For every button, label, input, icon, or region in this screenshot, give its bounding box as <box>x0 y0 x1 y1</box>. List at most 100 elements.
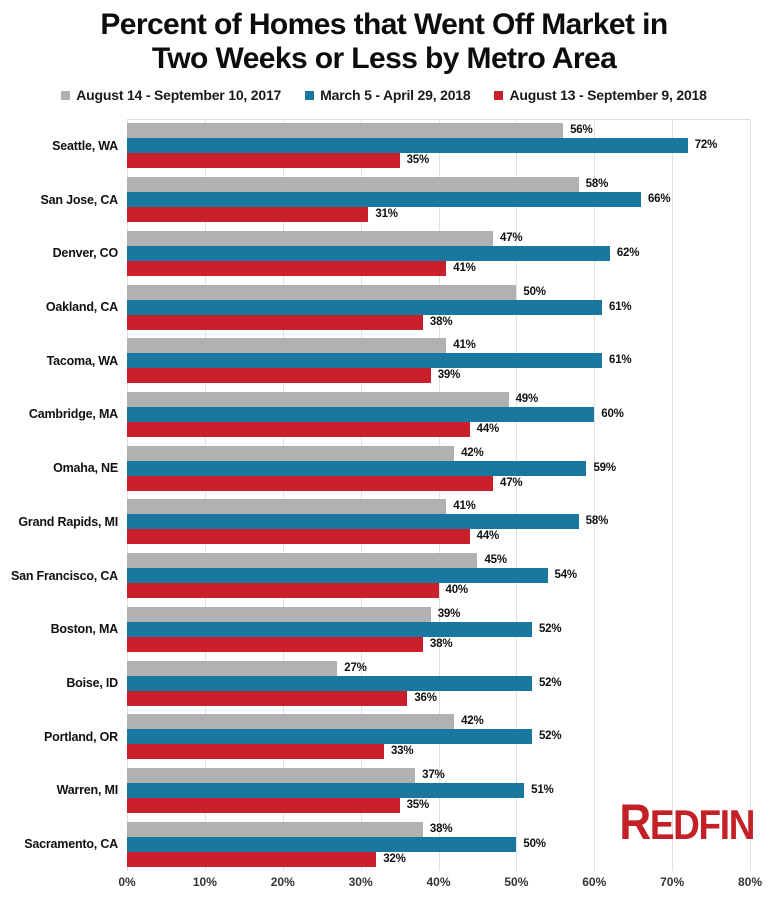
bar-series-0 <box>127 660 338 676</box>
bar-series-1 <box>127 514 579 530</box>
bar-value-label: 52% <box>538 622 562 635</box>
x-tick-label: 20% <box>270 875 295 889</box>
bar-series-1 <box>127 406 595 422</box>
bar-value-label: 60% <box>601 407 624 420</box>
bar-line: 45% <box>127 553 750 569</box>
metro-label: Sacramento, CA <box>24 837 118 852</box>
metro-label: Oakland, CA <box>45 300 118 315</box>
x-tick-label: 60% <box>582 875 607 889</box>
bar-value-label: 27% <box>344 661 367 674</box>
bar-value-label: 45% <box>484 554 507 567</box>
metro-row: Denver, CO 47% 62% 41% <box>0 226 768 280</box>
bar-line: 33% <box>127 744 750 760</box>
bar-group: 50% 61% 38% <box>127 284 750 330</box>
bar-series-2 <box>127 851 377 867</box>
bar-value-label: 36% <box>414 691 437 704</box>
bar-value-label: 50% <box>523 837 546 850</box>
bar-group: 27% 52% 36% <box>127 660 750 706</box>
bar-value-label: 62% <box>616 246 640 259</box>
bar-line: 39% <box>127 606 750 622</box>
legend-label: August 13 - September 9, 2018 <box>509 87 707 103</box>
bar-line: 59% <box>127 460 750 476</box>
bar-series-0 <box>127 714 455 730</box>
redfin-logo-first-letter: R <box>619 794 651 850</box>
bar-value-label: 33% <box>390 745 414 758</box>
gridline <box>516 120 518 871</box>
bar-series-2 <box>127 207 369 223</box>
bar-line: 39% <box>127 368 750 384</box>
bar-series-0 <box>127 445 455 461</box>
bar-value-label: 61% <box>609 300 632 313</box>
bar-line: 66% <box>127 192 750 208</box>
metro-label: Cambridge, MA <box>28 407 118 422</box>
metro-label: San Francisco, CA <box>10 568 118 583</box>
metro-label: Seattle, WA <box>52 138 118 153</box>
bar-series-2 <box>127 583 439 599</box>
legend-item-1: March 5 - April 29, 2018 <box>305 87 471 103</box>
bar-line: 38% <box>127 636 750 652</box>
bar-line: 50% <box>127 836 750 852</box>
bar-series-1 <box>127 729 532 745</box>
bar-line: 41% <box>127 499 750 515</box>
bar-value-label: 54% <box>554 569 578 582</box>
bar-value-label: 41% <box>453 261 476 274</box>
bar-series-0 <box>127 767 416 783</box>
x-tick-label: 70% <box>660 875 685 889</box>
gridline <box>750 120 751 871</box>
x-tick-label: 0% <box>118 875 136 889</box>
bar-series-1 <box>127 836 517 852</box>
redfin-logo: REDFIN <box>619 794 755 850</box>
bar-value-label: 50% <box>523 285 546 298</box>
chart-title-line2: Two Weeks or Less by Metro Area <box>151 42 617 75</box>
bar-group: 47% 62% 41% <box>127 230 750 276</box>
bar-value-label: 35% <box>406 798 430 811</box>
bar-line: 62% <box>127 245 750 261</box>
bar-value-label: 40% <box>445 584 469 597</box>
bar-series-2 <box>127 690 408 706</box>
bar-series-2 <box>127 636 423 652</box>
x-tick-label: 50% <box>504 875 529 889</box>
bar-series-1 <box>127 353 603 369</box>
bar-group: 56% 72% 35% <box>127 123 750 169</box>
metro-label: Denver, CO <box>52 246 119 261</box>
grid-layer <box>127 119 751 871</box>
bar-line: 47% <box>127 230 750 246</box>
x-tick-label: 40% <box>426 875 451 889</box>
metro-row: Portland, OR 42% 52% 33% <box>0 710 768 764</box>
bar-group: 42% 59% 47% <box>127 445 750 491</box>
bar-value-label: 59% <box>593 461 616 474</box>
bar-line: 35% <box>127 153 750 169</box>
metro-row: Seattle, WA 56% 72% 35% <box>0 119 768 173</box>
bar-line: 51% <box>127 782 750 798</box>
bar-series-2 <box>127 797 400 813</box>
bar-line: 52% <box>127 729 750 745</box>
bar-line: 61% <box>127 299 750 315</box>
bar-value-label: 49% <box>515 392 539 405</box>
bar-series-2 <box>127 529 470 545</box>
gridline <box>594 120 596 871</box>
metro-label: Warren, MI <box>56 783 119 798</box>
bar-series-2 <box>127 368 431 384</box>
metro-label: Portland, OR <box>44 729 118 744</box>
bar-chart: Seattle, WA 56% 72% 35% San Jose, CA 58% 66% 31… <box>0 119 768 871</box>
bar-series-1 <box>127 245 610 261</box>
bar-line: 72% <box>127 138 750 154</box>
bar-value-label: 38% <box>429 315 453 328</box>
legend: August 14 - September 10, 2017 March 5 - … <box>0 87 768 103</box>
chart-title: Percent of Homes that Went Off Market in… <box>0 0 768 76</box>
bar-line: 52% <box>127 675 750 691</box>
chart-title-line1: Percent of Homes that Went Off Market in <box>100 8 668 41</box>
bar-group: 39% 52% 38% <box>127 606 750 652</box>
bar-value-label: 38% <box>429 822 453 835</box>
bar-line: 49% <box>127 391 750 407</box>
bar-group: 41% 58% 44% <box>127 499 750 545</box>
bar-series-1 <box>127 621 532 637</box>
bar-line: 52% <box>127 621 750 637</box>
metro-row: Omaha, NE 42% 59% 47% <box>0 441 768 495</box>
legend-item-2: August 13 - September 9, 2018 <box>494 87 707 103</box>
bar-series-0 <box>127 338 447 354</box>
bar-series-0 <box>127 284 517 300</box>
bar-series-0 <box>127 230 493 246</box>
bar-value-label: 32% <box>383 852 406 865</box>
bar-line: 41% <box>127 338 750 354</box>
